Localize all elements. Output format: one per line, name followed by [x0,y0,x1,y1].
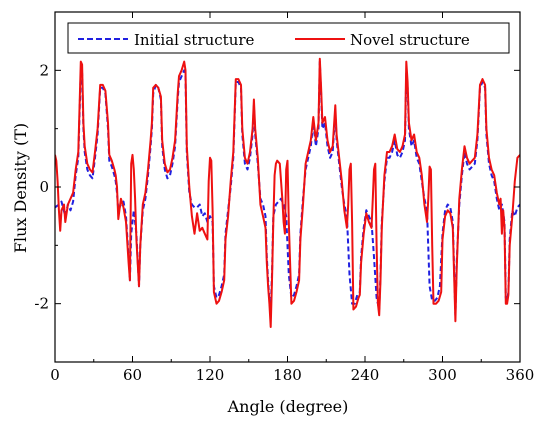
y-axis-title: Flux Density (T) [11,123,30,253]
x-axis-title: Angle (degree) [227,397,349,416]
x-tick-label: 180 [273,366,302,384]
y-tick-label: 0 [39,178,49,196]
x-tick-label: 240 [351,366,380,384]
legend-label-initial: Initial structure [134,31,255,49]
x-tick-label: 360 [506,366,535,384]
legend-box [67,22,510,54]
legend: Initial structure Novel structure [67,22,510,54]
x-tick-label: 60 [123,366,142,384]
y-tick-label: -2 [34,295,49,313]
x-tick-label: 0 [50,366,60,384]
axes: 0 60 120 180 240 300 360 -2 0 2 [34,11,535,384]
series-line-novel-structure [55,57,520,328]
plot-area [55,57,520,328]
x-tick-label: 300 [428,366,457,384]
legend-label-novel: Novel structure [350,31,470,49]
y-tick-label: 2 [39,61,49,79]
x-tick-label: 120 [196,366,225,384]
